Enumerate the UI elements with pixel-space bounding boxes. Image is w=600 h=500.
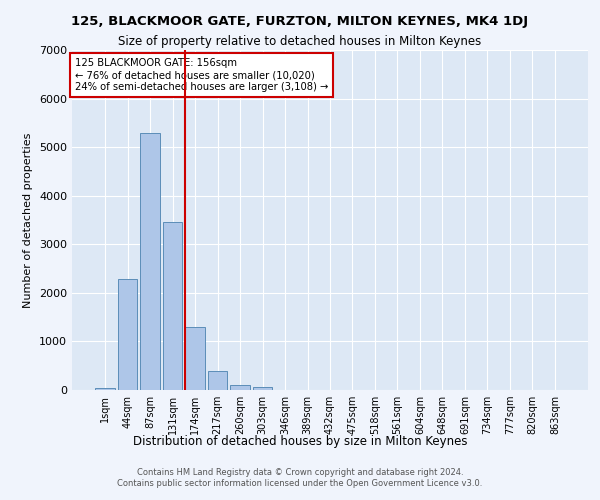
Bar: [163, 222, 182, 390]
Bar: [140, 132, 160, 390]
Bar: [185, 327, 205, 390]
Text: Distribution of detached houses by size in Milton Keynes: Distribution of detached houses by size …: [133, 435, 467, 448]
Text: Size of property relative to detached houses in Milton Keynes: Size of property relative to detached ho…: [118, 35, 482, 48]
Text: Contains HM Land Registry data © Crown copyright and database right 2024.
Contai: Contains HM Land Registry data © Crown c…: [118, 468, 482, 487]
Bar: [118, 280, 137, 390]
Y-axis label: Number of detached properties: Number of detached properties: [23, 132, 34, 308]
Bar: [208, 371, 227, 390]
Bar: [230, 384, 250, 390]
Text: 125 BLACKMOOR GATE: 156sqm
← 76% of detached houses are smaller (10,020)
24% of : 125 BLACKMOOR GATE: 156sqm ← 76% of deta…: [74, 58, 328, 92]
Bar: [95, 388, 115, 390]
Bar: [253, 388, 272, 390]
Text: 125, BLACKMOOR GATE, FURZTON, MILTON KEYNES, MK4 1DJ: 125, BLACKMOOR GATE, FURZTON, MILTON KEY…: [71, 15, 529, 28]
